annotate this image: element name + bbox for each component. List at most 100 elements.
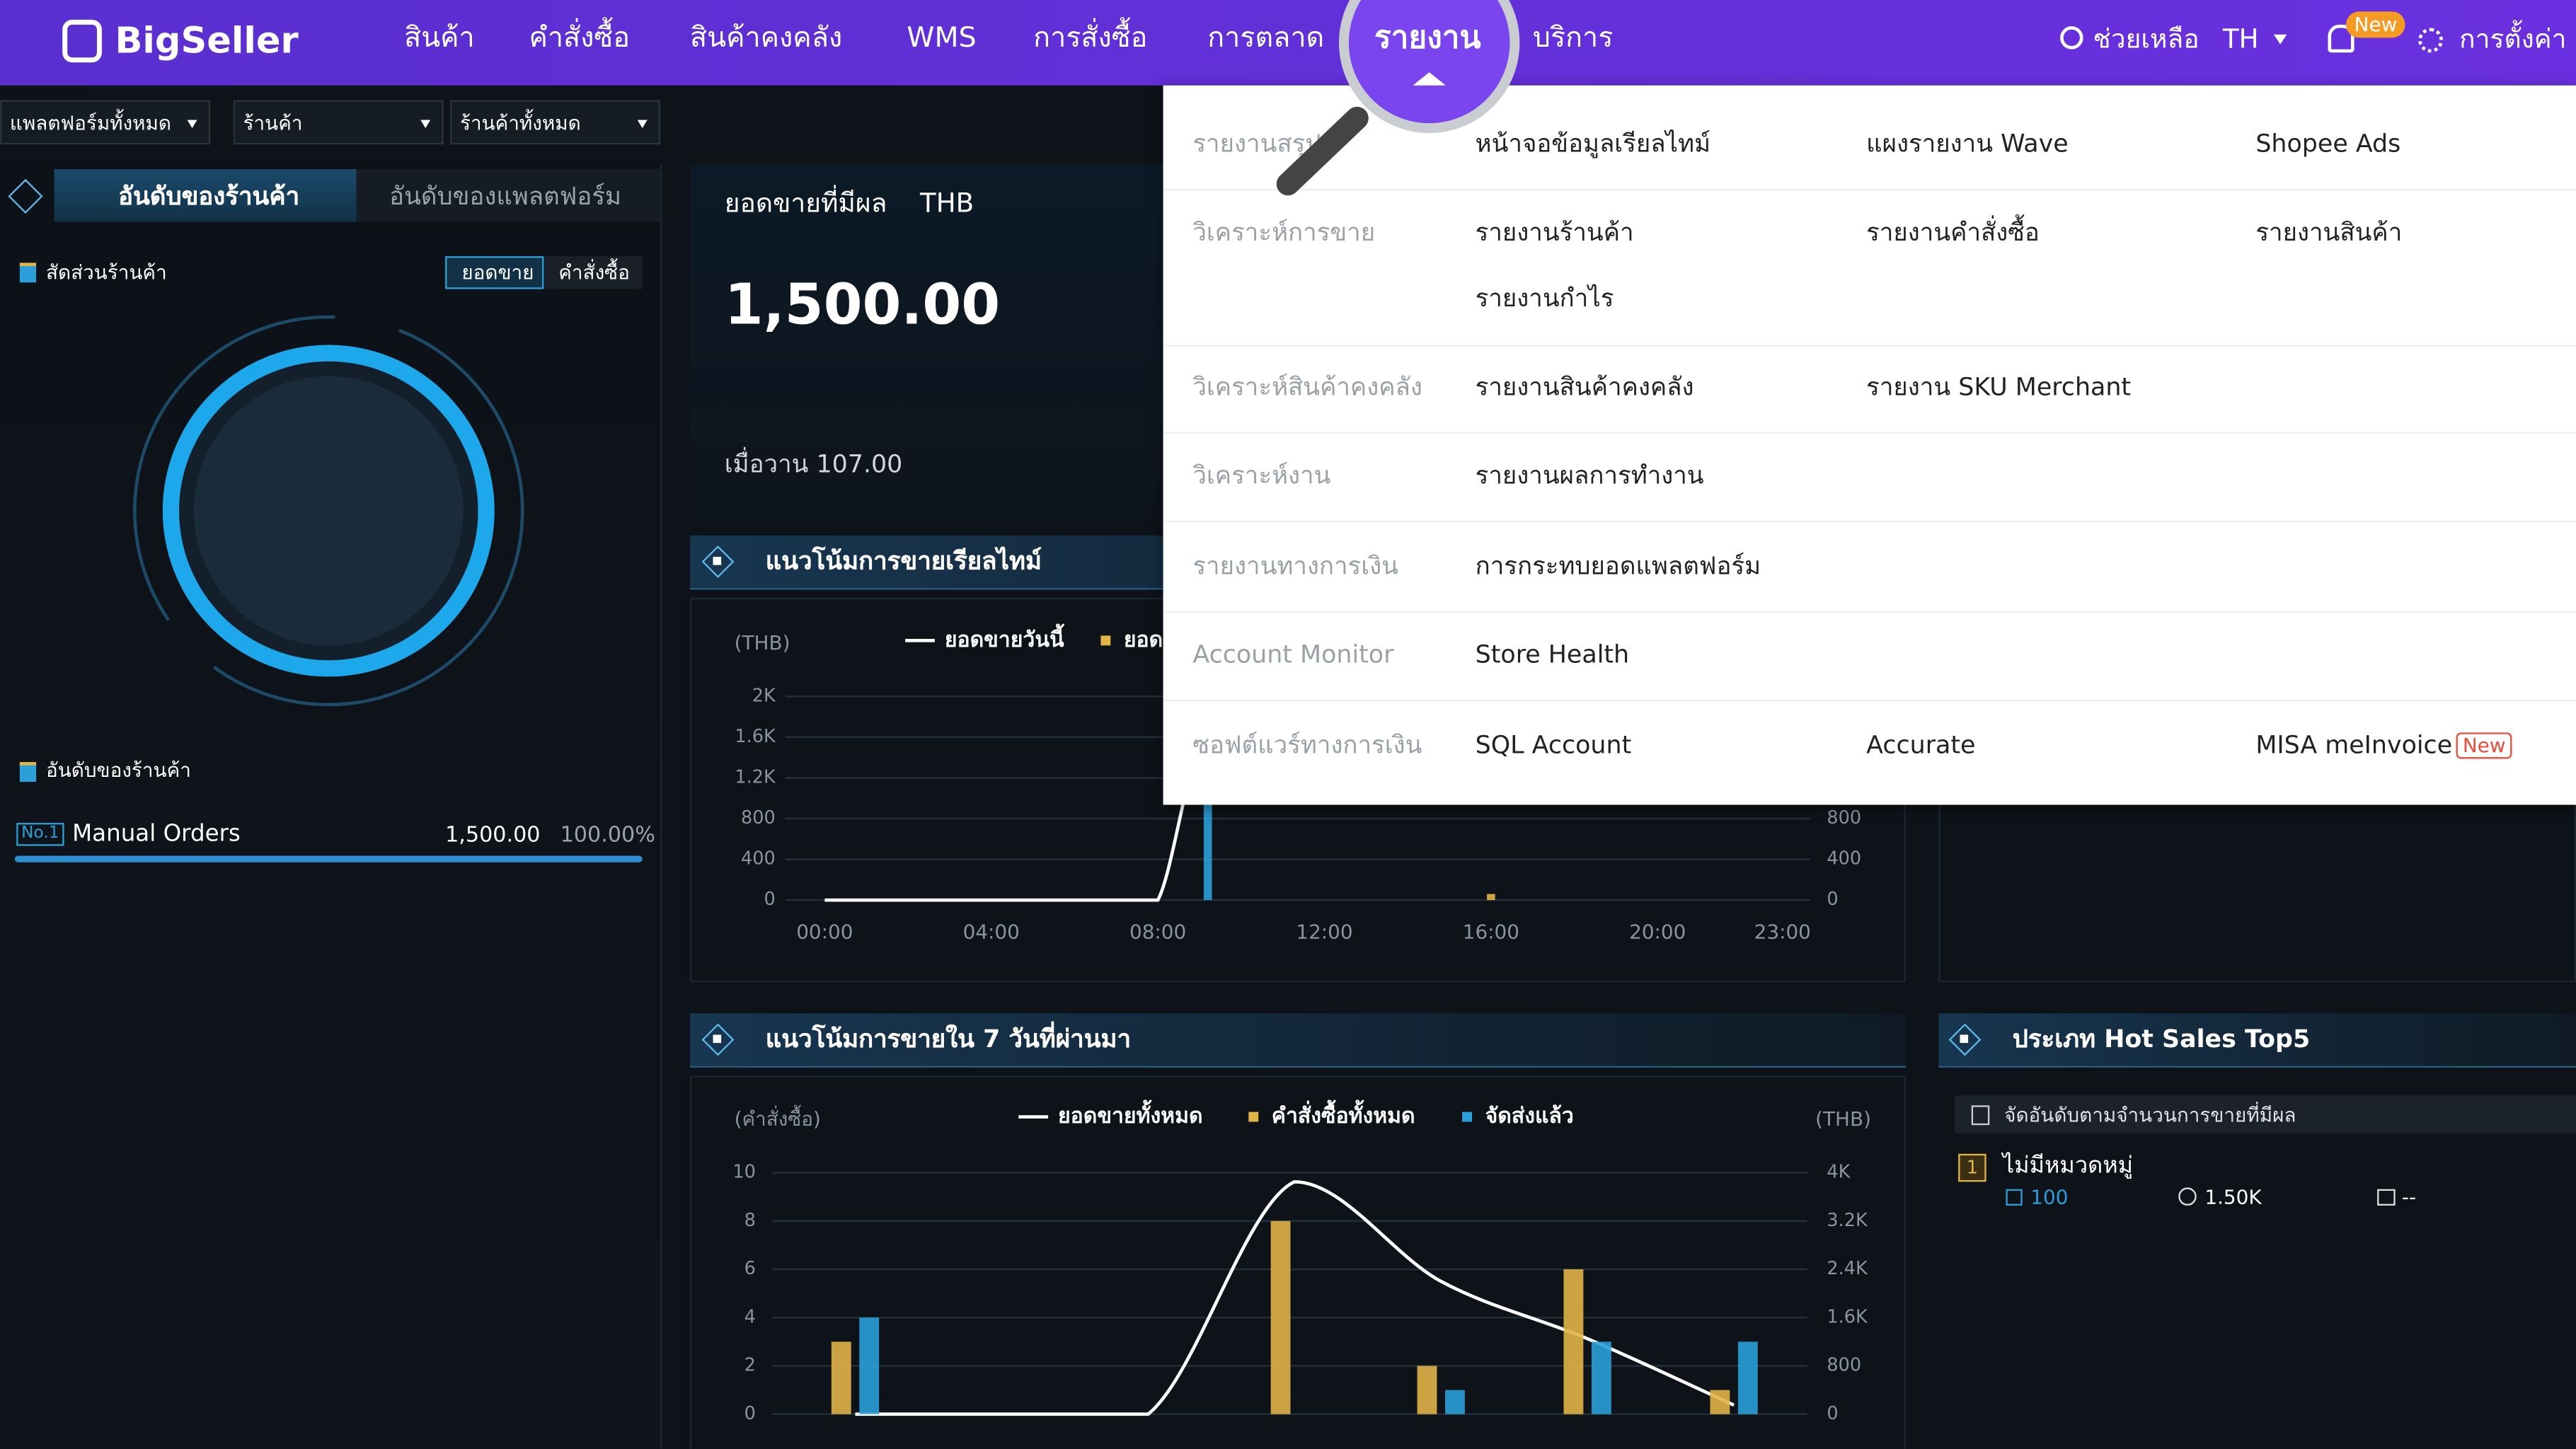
new-tag: New [2456,732,2512,759]
tab-bg[interactable] [356,169,661,222]
lang-select[interactable]: TH [2222,23,2259,54]
menu-item[interactable]: Store Health [1475,640,1630,669]
nav-item[interactable]: สินค้า [404,22,475,55]
filter-caret [187,120,197,129]
card-title: ยอดขายที่มีผล [724,187,887,219]
menu-item[interactable]: รายงาน SKU Merchant [1866,371,2132,402]
menu-item[interactable]: รายงานร้านค้า [1475,217,1634,248]
hot-header [1938,1013,2576,1068]
menu-item[interactable]: รายงานคำสั่งซื้อ [1866,217,2040,248]
menu-divider [1163,611,2576,613]
filter-label: แพลตฟอร์มทั้งหมด [9,111,171,135]
header-dot [713,556,722,565]
rank-percent: 100.00% [560,824,655,849]
section-title: สัดส่วนร้านค้า [46,261,167,284]
other: -- [2401,1186,2417,1209]
section-header: ประเภท Hot Sales Top5 [2012,1024,2311,1054]
menu-item[interactable]: รายงานกำไร [1475,283,1614,313]
header-dot [1960,1034,1969,1044]
help-link[interactable]: ช่วยเหลือ [2093,23,2200,54]
menu-item[interactable]: หน้าจอข้อมูลเรียลไทม์ [1475,129,1711,159]
report-menu [1163,85,2576,805]
sort-icon [1971,1105,1990,1126]
rank-badge: No.1 [16,823,64,846]
menu-divider [1163,520,2576,523]
sort-bar [1955,1095,2576,1133]
ring-label: Manual Orders [256,558,413,582]
bell-icon[interactable] [2328,24,2354,53]
nav-item[interactable]: คำสั่งซื้อ [529,22,630,55]
toggle-active[interactable] [445,256,544,289]
filter-label: ร้านค้า [243,111,303,135]
menu-group-label: วิเคราะห์งาน [1192,461,1331,490]
rank-name: Manual Orders [72,821,241,848]
week-header [690,1013,1906,1068]
tab[interactable]: อันดับของแพลตฟอร์ม [389,181,621,212]
filter-box[interactable] [450,100,661,145]
rank-box: 1 [1958,1153,1986,1182]
rank-bar [14,855,643,862]
logo-icon [62,19,102,63]
qty: 100 [2030,1186,2069,1209]
section-header: แนวโน้มการขายเรียลไทม์ [765,545,1042,576]
menu-group-label: รายงานสรุป [1192,129,1321,159]
menu-group-label: วิเคราะห์สินค้าคงคลัง [1192,371,1422,402]
amount: 1.50K [2204,1186,2262,1209]
left-panel [0,164,662,1449]
settings-link[interactable]: การตั้งค่า [2459,23,2567,54]
menu-group-label: ซอฟต์แวร์ทางการเงิน [1192,729,1422,760]
toggle-label[interactable]: คำสั่งซื้อ [558,261,630,284]
header-dot [713,1034,722,1044]
section-header: แนวโน้มการขายใน 7 วันที่ผ่านมา [765,1024,1132,1054]
tab[interactable]: อันดับของร้านค้า [118,181,300,212]
menu-item[interactable]: รายงานผลการทำงาน [1475,461,1704,490]
nav-item[interactable]: บริการ [1532,22,1614,55]
nav-bar [0,0,2576,86]
amount-icon [2178,1187,2197,1206]
filter-label: ร้านค้าทั้งหมด [460,111,581,135]
menu-divider [1163,432,2576,434]
tab-active-bg[interactable] [54,169,357,222]
lang-caret [2273,34,2287,45]
toggle-bg[interactable] [544,256,643,289]
menu-item[interactable]: รายงานสินค้า [2255,217,2403,248]
gear-icon[interactable] [2418,28,2443,53]
menu-item[interactable]: รายงานสินค้าคงคลัง [1475,371,1694,402]
menu-item[interactable]: การกระทบยอดแพลตฟอร์ม [1475,550,1761,581]
section-icon [19,262,37,283]
logo-text: BigSeller [115,21,299,63]
ring-currency: THB [305,440,367,475]
filter-box[interactable] [0,100,211,145]
section-icon [19,762,37,783]
filter-box[interactable] [233,100,444,145]
menu-item[interactable]: MISA meInvoice [2255,729,2453,760]
menu-item[interactable]: Accurate [1866,729,1976,760]
menu-divider [1163,699,2576,702]
category-name: ไม่มีหมวดหมู่ [2002,1153,2134,1179]
section-title: อันดับของร้านค้า [46,758,191,783]
nav-item[interactable]: สินค้าคงคลัง [690,22,843,55]
card-yesterday: เมื่อวาน 107.00 [724,449,903,479]
menu-item[interactable]: SQL Account [1475,729,1632,760]
qty-icon [2006,1189,2023,1206]
menu-group-label: รายงานทางการเงิน [1192,550,1398,581]
sort-label: จัดอันดับตามจำนวนการขายที่มีผล [2004,1104,2296,1127]
filter-caret [637,120,648,129]
nav-item[interactable]: WMS [907,22,977,55]
card-amount: 1,500.00 [724,272,1001,339]
menu-group-label: วิเคราะห์การขาย [1192,217,1376,248]
menu-item[interactable]: Shopee Ads [2255,129,2401,159]
new-badge: New [2346,11,2406,38]
other-icon [2377,1189,2396,1206]
card-currency: THB [920,187,974,219]
nav-item[interactable]: การสั่งซื้อ [1033,22,1148,55]
nav-item[interactable]: การตลาด [1207,22,1325,55]
ring-amount: 1500.00 [231,494,456,553]
search-icon [2060,26,2083,50]
toggle-label[interactable]: ยอดขาย [461,261,534,284]
menu-item[interactable]: แผงรายงาน Wave [1866,129,2069,159]
menu-divider [1163,345,2576,347]
